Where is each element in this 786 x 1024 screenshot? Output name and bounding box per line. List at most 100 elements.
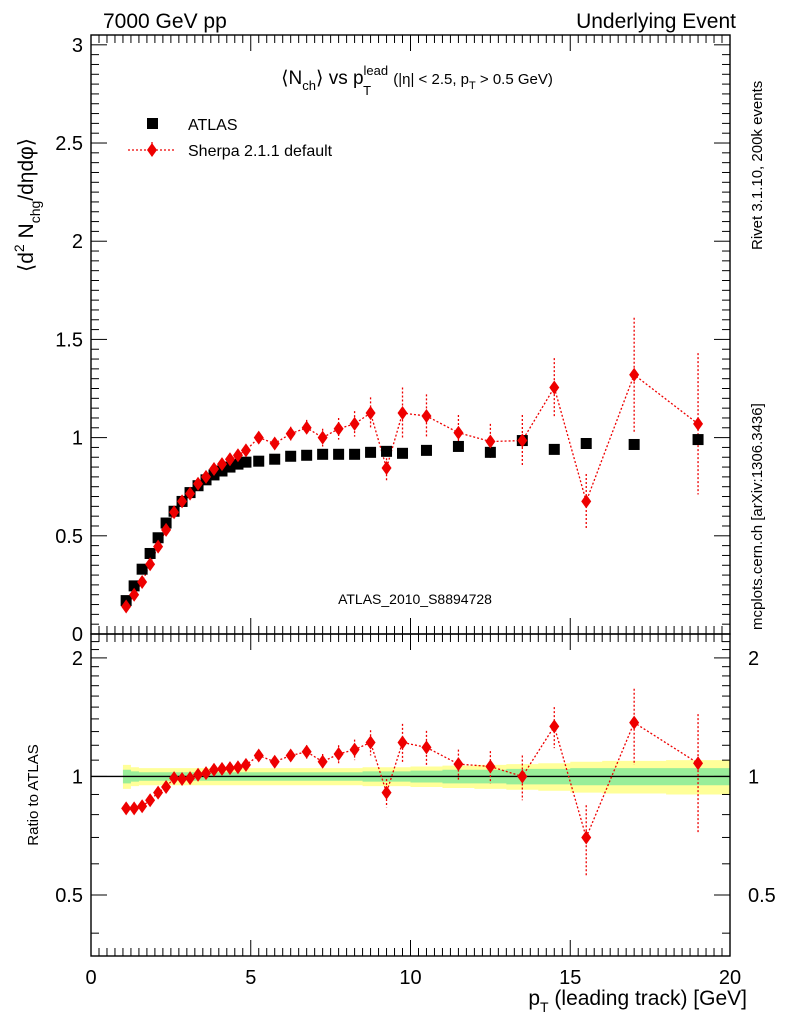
legend-label-atlas: ATLAS [188, 117, 238, 134]
atlas-point [152, 532, 164, 544]
sherpa-point [397, 406, 408, 421]
sherpa-point [485, 434, 496, 449]
header-right: Underlying Event [576, 10, 736, 33]
sherpa-line [125, 373, 699, 607]
ratio-series [121, 688, 704, 878]
ratio-sherpa-point [216, 761, 227, 776]
legend: ATLAS Sherpa 2.1.1 default [128, 117, 333, 160]
sherpa-point [232, 448, 243, 463]
sherpa-point [253, 430, 264, 445]
sherpa-point [549, 380, 560, 395]
atlas-point [397, 447, 409, 459]
ratio-sherpa-point [285, 748, 296, 763]
main-y-tick-label: 0.5 [55, 526, 83, 548]
atlas-point [381, 445, 393, 457]
sherpa-point [365, 406, 376, 421]
x-tick-labels: 0 5 10 15 20 [85, 967, 741, 989]
ratio-sherpa-point [153, 785, 164, 800]
main-ticks [91, 35, 730, 634]
ratio-sherpa-point [240, 757, 251, 772]
atlas-point [420, 444, 432, 456]
sherpa-point [517, 433, 528, 448]
header-left: 7000 GeV pp [103, 10, 227, 33]
sherpa-point [161, 522, 172, 537]
ratio-sherpa-point [693, 756, 704, 771]
sherpa-point [216, 457, 227, 472]
ratio-y-tick-labels: 0.5 0.5 1 1 2 2 [55, 648, 776, 907]
ratio-sherpa-point [381, 785, 392, 800]
legend-label-sherpa: Sherpa 2.1.1 default [188, 143, 333, 160]
main-y-axis-label: ⟨d2 Nchg/dηdφ⟩ [11, 138, 43, 272]
legend-marker-atlas [147, 118, 158, 129]
main-y-tick-label: 0 [72, 624, 83, 646]
atlas-point [128, 580, 140, 592]
ratio-ticks [91, 634, 730, 956]
sherpa-point [169, 505, 180, 520]
sherpa-point [145, 557, 156, 572]
atlas-point [253, 455, 265, 467]
ratio-sherpa-point [209, 762, 220, 777]
atlas-point [333, 448, 345, 460]
sherpa-point [201, 469, 212, 484]
atlas-point [144, 547, 156, 559]
atlas-point [232, 458, 244, 470]
atlas-point [224, 461, 236, 473]
ratio-panel: 0.5 0.5 1 1 2 2 0 5 10 15 20 Ratio to ATLAS pT (l… [25, 633, 776, 1015]
atlas-point [580, 437, 592, 449]
ratio-sherpa-point [232, 760, 243, 775]
ratio-y-tick-label-right: 0.5 [748, 885, 776, 907]
main-y-tick-label: 1.5 [55, 329, 83, 351]
atlas-point [317, 448, 329, 460]
ratio-sherpa-point [453, 757, 464, 772]
ratio-sherpa-point [301, 744, 312, 759]
ratio-sherpa-point [269, 754, 280, 769]
x-tick-label: 20 [719, 967, 741, 989]
sherpa-point [177, 494, 188, 509]
ratio-y-tick-label: 1 [72, 766, 83, 788]
atlas-point [628, 438, 640, 450]
main-y-tick-labels: 0 0.5 1 1.5 2 2.5 3 [55, 35, 83, 646]
ratio-y-tick-label: 0.5 [55, 885, 83, 907]
main-series [120, 317, 704, 614]
atlas-point [452, 440, 464, 452]
sherpa-point [421, 409, 432, 424]
ratio-sherpa-point [121, 801, 132, 816]
ratio-sherpa-point [397, 735, 408, 750]
sherpa-point [349, 416, 360, 431]
ratio-sherpa-point [201, 766, 212, 781]
x-tick-label: 5 [245, 967, 256, 989]
ratio-sherpa-point [317, 754, 328, 769]
sherpa-point [581, 494, 592, 509]
ratio-y-tick-label-right: 2 [748, 648, 759, 670]
ratio-sherpa-point [333, 747, 344, 762]
main-y-tick-label: 1 [72, 428, 83, 450]
ratio-sherpa-point [629, 715, 640, 730]
ratio-y-tick-label-right: 1 [748, 766, 759, 788]
atlas-point [365, 446, 377, 458]
atlas-point [240, 456, 252, 468]
sherpa-point [153, 539, 164, 554]
ratio-sherpa-point [421, 740, 432, 755]
ratio-sherpa-point [145, 793, 156, 808]
ratio-y-tick-label: 2 [72, 648, 83, 670]
ratio-sherpa-point [485, 759, 496, 774]
ratio-y-axis-label: Ratio to ATLAS [25, 744, 42, 845]
sherpa-point [240, 443, 251, 458]
main-panel: 0 0.5 1 1.5 2 2.5 3 ATLAS_2010_S8894728 ⟨Nch⟩ … [11, 34, 731, 646]
atlas-point [548, 443, 560, 455]
sherpa-point [693, 416, 704, 431]
atlas-point [269, 453, 281, 465]
atlas-point [692, 434, 704, 446]
ratio-sherpa-point [129, 801, 140, 816]
sherpa-point [129, 587, 140, 602]
ratio-sherpa-line [126, 721, 699, 840]
ratio-sherpa-point [193, 767, 204, 782]
main-y-tick-label: 2.5 [55, 133, 83, 155]
ratio-sherpa-point [365, 735, 376, 750]
sherpa-point [301, 420, 312, 435]
main-watermark: ATLAS_2010_S8894728 [338, 591, 492, 607]
atlas-point [285, 450, 297, 462]
sherpa-point [224, 452, 235, 467]
sherpa-point [333, 421, 344, 436]
